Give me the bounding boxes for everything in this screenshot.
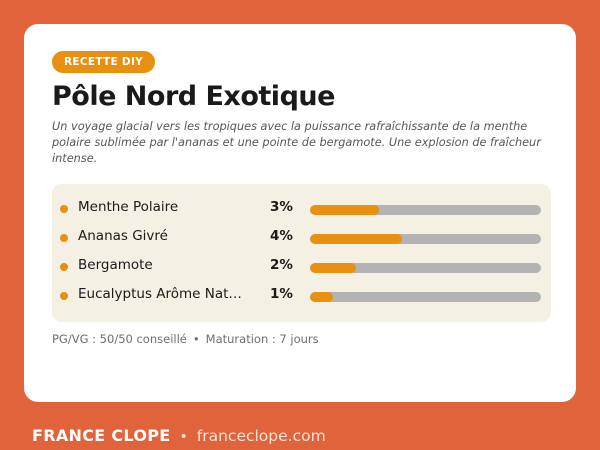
ingredient-bar-fill — [310, 205, 380, 215]
ingredient-name: Bergamote — [78, 257, 153, 273]
pg-vg-ratio: PG/VG : 50/50 conseillé — [52, 332, 187, 346]
ingredient-bar-fill — [310, 234, 403, 244]
ingredient-row: Menthe Polaire 3% — [52, 196, 551, 225]
website-link[interactable]: franceclope.com — [196, 427, 326, 445]
recipe-description: Un voyage glacial vers les tropiques ave… — [52, 120, 541, 165]
meta-separator: • — [192, 332, 200, 346]
ingredient-row: Eucalyptus Arôme Nat… 1% — [52, 283, 551, 312]
ingredient-percent: 3% — [270, 199, 293, 215]
ingredient-percent: 4% — [270, 228, 293, 244]
ingredient-row: Bergamote 2% — [52, 254, 551, 283]
ingredient-row: Ananas Givré 4% — [52, 225, 551, 254]
brand-name: FRANCE CLOPE — [32, 426, 171, 445]
recipe-badge: RECETTE DIY — [52, 51, 156, 73]
ingredient-bar — [310, 234, 541, 244]
ingredient-percent: 1% — [270, 286, 293, 302]
ingredients-panel: Menthe Polaire 3% Ananas Givré 4% Bergam… — [52, 184, 551, 322]
ingredient-name: Menthe Polaire — [78, 199, 179, 215]
bullet-dot-icon — [60, 263, 68, 271]
recipe-title: Pôle Nord Exotique — [52, 81, 335, 112]
bullet-dot-icon — [60, 205, 68, 213]
footer-separator: • — [179, 429, 188, 445]
bullet-dot-icon — [60, 292, 68, 300]
recipe-meta: PG/VG : 50/50 conseillé • Maturation : 7 j… — [52, 332, 552, 346]
ingredient-percent: 2% — [270, 257, 293, 273]
maturation-time: Maturation : 7 jours — [205, 332, 319, 346]
bullet-dot-icon — [60, 234, 68, 242]
ingredient-bar-fill — [310, 263, 357, 273]
footer: FRANCE CLOPE • franceclope.com — [32, 426, 326, 445]
ingredient-bar — [310, 263, 541, 273]
ingredient-name: Ananas Givré — [78, 228, 168, 244]
ingredient-bar — [310, 205, 541, 215]
ingredient-bar-fill — [310, 292, 334, 302]
ingredient-bar — [310, 292, 541, 302]
recipe-card: RECETTE DIY Pôle Nord Exotique Un voyage… — [24, 24, 576, 402]
ingredient-name: Eucalyptus Arôme Nat… — [78, 286, 242, 302]
